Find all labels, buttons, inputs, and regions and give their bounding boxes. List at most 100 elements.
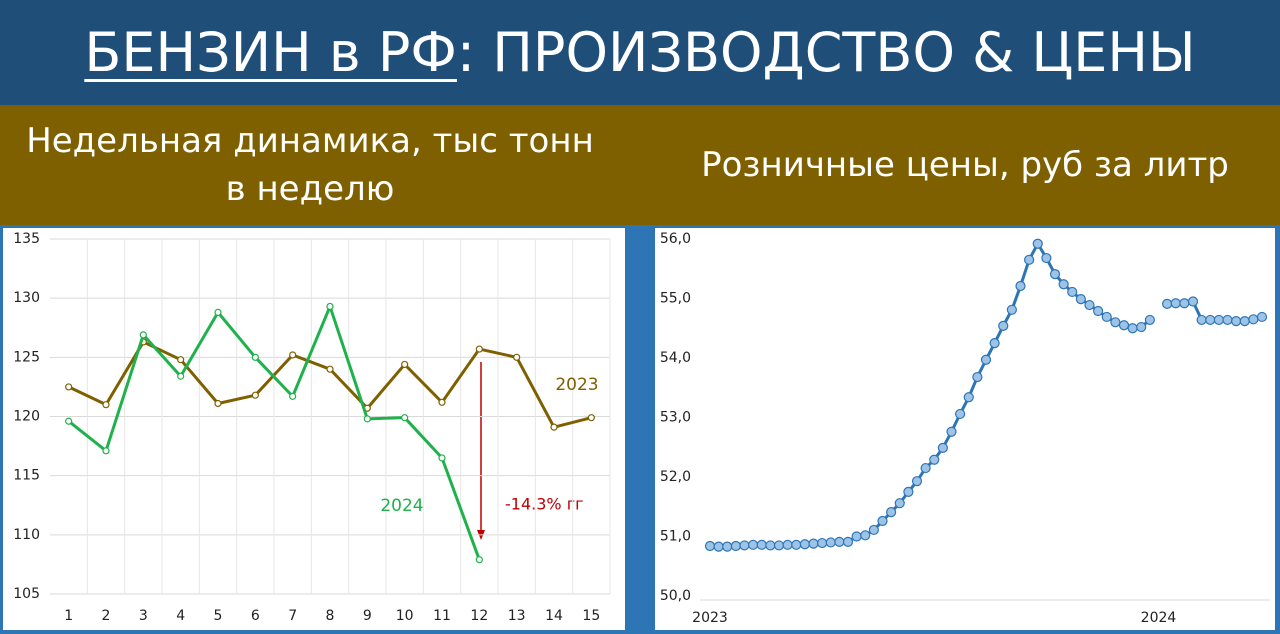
marker	[177, 356, 185, 364]
marker	[1162, 298, 1173, 309]
series-label: 2024	[380, 496, 423, 516]
marker	[1179, 298, 1190, 309]
x-tick-label: 8	[326, 608, 335, 624]
x-tick-label: 2	[102, 608, 111, 624]
marker	[817, 537, 828, 549]
marker	[550, 423, 558, 431]
marker	[704, 540, 716, 552]
x-tick-label: 12	[470, 608, 488, 624]
marker	[877, 515, 888, 527]
marker	[401, 414, 409, 422]
marker	[1136, 321, 1147, 333]
y-tick-label: 125	[13, 349, 40, 365]
marker	[860, 530, 871, 541]
marker	[903, 486, 914, 497]
marker	[1110, 317, 1121, 328]
marker	[139, 331, 147, 339]
x-tick-label: 1	[64, 608, 73, 624]
marker	[65, 417, 73, 425]
marker	[251, 353, 259, 361]
y-tick-label: 53,0	[660, 410, 691, 426]
marker	[989, 338, 1000, 349]
y-tick-label: 50,0	[660, 588, 691, 604]
marker	[1187, 296, 1199, 307]
line	[67, 304, 481, 561]
marker	[1093, 305, 1104, 317]
marker	[765, 540, 776, 551]
marker	[251, 391, 259, 399]
marker	[842, 536, 854, 547]
marker	[1213, 314, 1224, 326]
marker	[773, 540, 785, 551]
x-tick-label: 6	[251, 608, 260, 624]
marker	[177, 372, 185, 380]
marker	[1222, 314, 1233, 326]
y-tick-label: 120	[13, 409, 40, 425]
marker	[782, 539, 793, 550]
title-rest: : ПРОИЗВОДСТВО & ЦЕНЫ	[456, 21, 1196, 84]
y-tick-label: 52,0	[660, 469, 691, 485]
marker	[1205, 314, 1216, 326]
marker	[799, 539, 810, 550]
y-tick-label: 56,0	[660, 231, 691, 247]
marker	[834, 536, 845, 547]
marker	[955, 408, 966, 420]
marker	[289, 392, 297, 400]
marker	[1032, 238, 1043, 249]
x-tick-label: 13	[508, 608, 526, 624]
header: БЕНЗИН в РФ: ПРОИЗВОДСТВО & ЦЕНЫ	[0, 0, 1280, 105]
marker	[825, 537, 836, 548]
marker	[1256, 311, 1268, 323]
marker	[326, 302, 334, 311]
y-tick-label: 51,0	[660, 529, 691, 545]
marker	[722, 541, 733, 552]
marker	[868, 524, 879, 536]
marker	[920, 462, 931, 474]
marker	[214, 399, 222, 408]
annotation: -14.3% гг	[505, 495, 584, 514]
marker	[289, 351, 297, 359]
marker	[1118, 320, 1130, 331]
marker	[65, 383, 73, 391]
marker	[1170, 298, 1181, 309]
subtitle-right: Розничные цены, руб за литр	[701, 145, 1229, 185]
x-tick-label: 10	[396, 608, 414, 624]
y-tick-label: 135	[13, 231, 40, 247]
x-tick-label: 7	[288, 608, 297, 624]
marker	[937, 442, 948, 453]
marker	[1006, 304, 1017, 315]
x-tick-label: 14	[545, 608, 563, 624]
x-tick-label: 11	[433, 608, 451, 624]
y-tick-label: 115	[13, 468, 40, 484]
marker	[739, 540, 750, 551]
marker	[894, 498, 905, 509]
marker	[363, 415, 371, 423]
marker	[475, 345, 483, 353]
marker	[475, 556, 483, 564]
marker	[326, 365, 334, 373]
marker	[808, 538, 819, 549]
series-label: 2023	[555, 375, 598, 395]
panel-right	[655, 228, 1275, 630]
subtitle-left: Недельная динамика, тыс тонн в неделю	[26, 121, 594, 209]
marker	[1101, 311, 1112, 323]
marker	[963, 392, 974, 403]
x-tick-label: 15	[582, 608, 600, 624]
title-main: БЕНЗИН в РФ	[84, 21, 457, 84]
marker	[851, 531, 862, 542]
marker	[756, 539, 767, 550]
y-tick-label: 110	[13, 527, 40, 543]
y-tick-label: 55,0	[660, 291, 691, 307]
y-tick-label: 105	[13, 586, 40, 602]
x-tick-label: 2024	[1141, 610, 1177, 626]
marker	[1067, 286, 1078, 298]
marker	[1049, 269, 1061, 280]
subtitle-band: Недельная динамика, тыс тонн в неделю Ро…	[0, 105, 1280, 225]
marker	[438, 454, 446, 462]
marker	[1015, 280, 1026, 292]
marker	[748, 539, 759, 550]
marker	[929, 454, 940, 465]
marker	[980, 354, 992, 365]
